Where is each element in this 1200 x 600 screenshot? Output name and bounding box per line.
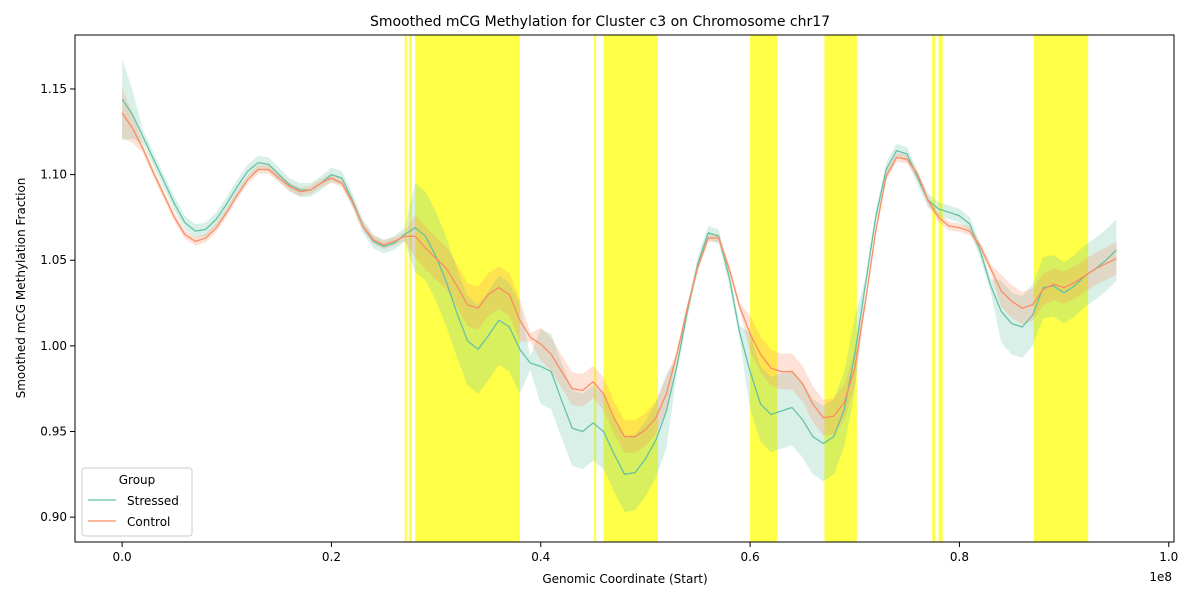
highlight-region bbox=[415, 35, 520, 542]
y-tick-label: 1.10 bbox=[40, 168, 67, 182]
x-axis-offset-label: 1e8 bbox=[1149, 570, 1172, 584]
y-axis-ticks: 0.90 0.95 1.00 1.05 1.10 1.15 bbox=[40, 82, 75, 524]
x-tick-label: 0.0 bbox=[113, 550, 132, 564]
chart-title: Smoothed mCG Methylation for Cluster c3 … bbox=[370, 14, 830, 30]
y-tick-label: 0.90 bbox=[40, 510, 67, 524]
highlight-region bbox=[603, 35, 658, 542]
series-lines bbox=[121, 98, 1117, 475]
highlight-region bbox=[938, 35, 943, 542]
highlight-regions bbox=[404, 35, 1089, 542]
x-tick-label: 1.0 bbox=[1159, 550, 1178, 564]
highlight-region bbox=[824, 35, 857, 542]
x-tick-label: 0.4 bbox=[531, 550, 550, 564]
legend-label-stressed: Stressed bbox=[127, 494, 179, 508]
x-tick-label: 0.6 bbox=[741, 550, 760, 564]
highlight-region bbox=[750, 35, 778, 542]
x-axis-ticks: 0.0 0.2 0.4 0.6 0.8 1.0 bbox=[113, 542, 1178, 564]
y-axis-label: Smoothed mCG Methylation Fraction bbox=[14, 178, 28, 399]
highlight-region bbox=[594, 35, 597, 542]
highlight-region bbox=[408, 35, 413, 542]
x-axis-label: Genomic Coordinate (Start) bbox=[542, 572, 707, 586]
legend-label-control: Control bbox=[127, 515, 170, 529]
x-tick-label: 0.8 bbox=[950, 550, 969, 564]
y-tick-label: 1.00 bbox=[40, 339, 67, 353]
highlight-region bbox=[404, 35, 407, 542]
x-tick-label: 0.2 bbox=[322, 550, 341, 564]
line-control bbox=[121, 112, 1117, 438]
highlight-region bbox=[932, 35, 936, 542]
y-tick-label: 0.95 bbox=[40, 425, 67, 439]
legend-box bbox=[81, 467, 193, 537]
legend-title: Group bbox=[119, 473, 156, 487]
legend: Group Stressed Control bbox=[81, 467, 193, 537]
line-stressed bbox=[121, 98, 1117, 475]
y-tick-label: 1.05 bbox=[40, 253, 67, 267]
y-tick-label: 1.15 bbox=[40, 82, 67, 96]
plot-frame bbox=[74, 34, 1175, 543]
